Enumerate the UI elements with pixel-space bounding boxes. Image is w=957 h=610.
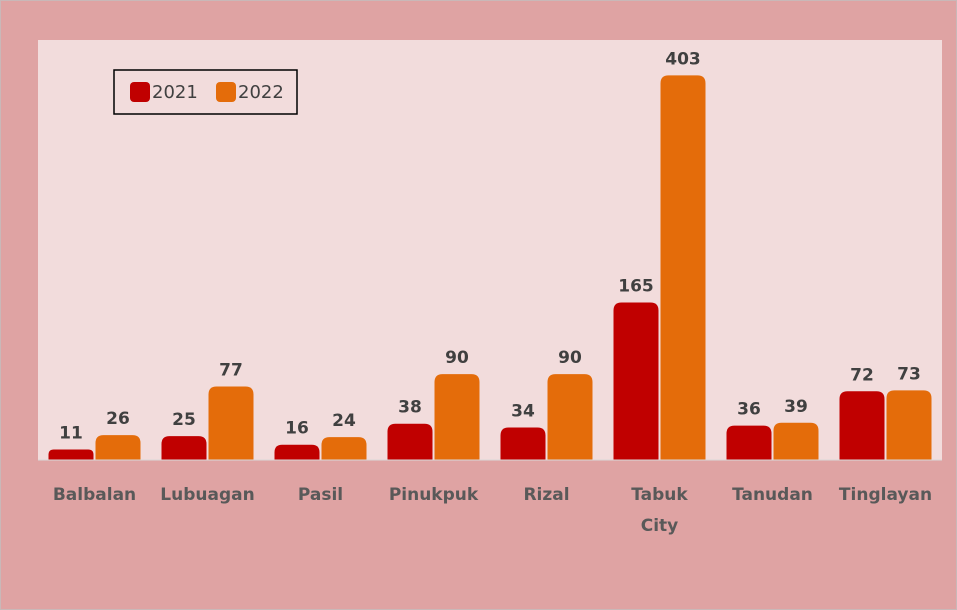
x-tick-label: Balbalan xyxy=(53,485,136,505)
bar xyxy=(434,374,480,460)
data-label: 403 xyxy=(665,49,701,69)
bar xyxy=(613,302,659,460)
data-label: 16 xyxy=(285,419,309,439)
data-label: 165 xyxy=(618,277,654,297)
data-label: 26 xyxy=(106,409,130,429)
data-label: 39 xyxy=(784,397,808,417)
bar xyxy=(48,449,94,460)
bar xyxy=(547,374,593,460)
data-label: 34 xyxy=(511,402,535,422)
x-tick-label: Rizal xyxy=(523,485,569,505)
bar xyxy=(387,423,433,460)
legend-swatch xyxy=(216,82,236,102)
bar xyxy=(95,435,141,460)
data-label: 90 xyxy=(558,348,582,368)
data-label: 90 xyxy=(445,348,469,368)
legend-label: 2021 xyxy=(152,82,198,103)
data-label: 36 xyxy=(737,400,761,420)
legend-box xyxy=(113,69,298,115)
x-tick-label: Pasil xyxy=(298,485,343,505)
data-label: 72 xyxy=(850,365,874,385)
data-label: 77 xyxy=(219,361,243,381)
data-label: 25 xyxy=(172,410,196,430)
x-tick-label: Tanudan xyxy=(732,485,813,505)
data-label: 24 xyxy=(332,411,356,431)
legend-swatch xyxy=(130,82,150,102)
bar xyxy=(839,391,885,460)
bar xyxy=(886,390,932,460)
data-label: 11 xyxy=(59,424,83,444)
x-tick-label: Lubuagan xyxy=(160,485,254,505)
data-label: 73 xyxy=(897,364,921,384)
legend-label: 2022 xyxy=(238,82,284,103)
bar xyxy=(161,436,207,460)
x-tick-label: Tabuk City xyxy=(631,485,688,536)
bar xyxy=(500,427,546,460)
x-tick-label: Pinukpuk xyxy=(389,485,479,505)
bar xyxy=(773,422,819,460)
bar xyxy=(726,425,772,460)
bar xyxy=(274,444,320,460)
bar xyxy=(660,75,706,461)
bar xyxy=(321,437,367,460)
data-label: 38 xyxy=(398,398,422,418)
bar xyxy=(208,386,254,460)
x-tick-label: Tinglayan xyxy=(839,485,932,505)
plot-area xyxy=(38,40,942,460)
